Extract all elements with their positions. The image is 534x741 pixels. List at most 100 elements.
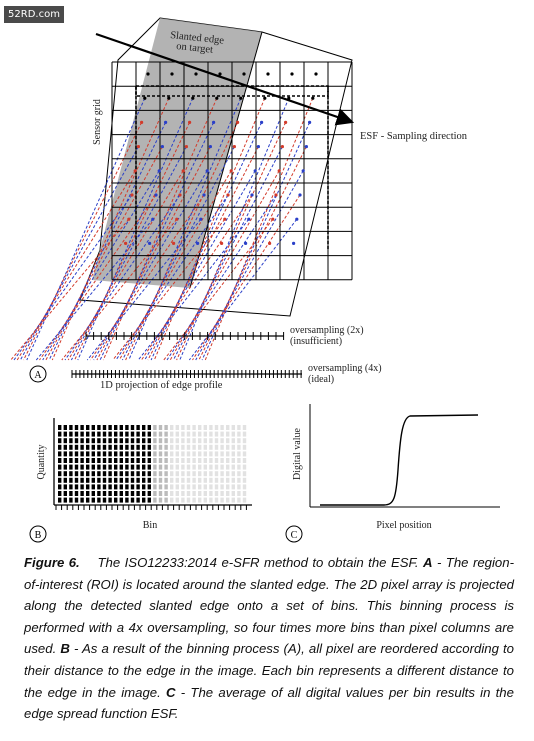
histogram-cell [175,458,179,463]
histogram-cell [226,425,230,430]
pixel-dot [133,169,137,173]
histogram-cell [226,477,230,483]
pixel-dot [208,145,212,149]
histogram-cell [125,497,129,503]
histogram-cell [226,491,230,496]
projection-line [39,194,157,361]
pixel-dot [181,169,185,173]
histogram-cell [209,451,213,457]
histogram-cell [91,444,95,450]
histogram-cell [181,477,185,483]
pixel-dot [178,193,182,197]
histogram-cell [125,438,129,444]
projection-line [125,122,239,361]
histogram-cell [181,497,185,503]
histogram-cell [209,431,213,437]
histogram-cell [58,451,62,457]
projection-line [19,146,139,361]
histogram-cell [186,491,191,496]
esf-direction-arrow [95,32,355,126]
histogram-cell [158,431,163,437]
histogram-cell [63,471,67,477]
histogram-cell [231,497,235,503]
histogram-cell [80,464,84,470]
histogram-cell [186,458,191,463]
pixel-dot [314,72,318,76]
histogram-cell [136,464,140,470]
histogram-cell [74,438,79,444]
histogram-cell [63,444,67,450]
histogram-cell [91,458,95,463]
pixel-dot [130,193,134,197]
histogram-cell [153,425,157,430]
panel-c: Digital value Pixel position C [285,404,500,543]
histogram-cell [63,425,67,430]
histogram-cell [220,477,224,483]
histogram-cell [237,451,241,457]
histogram-cell [58,425,62,430]
pixel-dot [242,72,246,76]
histogram-cell [170,464,174,470]
oversampling-4x-note: (ideal) [308,374,334,385]
pixel-dot [263,96,267,100]
histogram-cell [231,471,235,477]
bin-rulers [71,332,302,378]
histogram-cell [153,491,157,496]
histogram-cell [203,471,207,477]
histogram-cell [74,431,79,437]
pixel-dot [308,120,312,124]
histogram-cell [114,451,118,457]
histogram-cell [142,458,146,463]
pixel-dot [271,217,275,221]
histogram-cell [220,458,224,463]
histogram-cell [170,484,174,490]
histogram-cell [237,425,241,430]
histogram-cell [74,484,79,490]
histogram-cell [214,497,219,503]
histogram-cell [74,477,79,483]
histogram-cell [181,451,185,457]
histogram-cell [97,497,101,503]
histogram-cell [80,451,84,457]
histogram-cell [203,458,207,463]
histogram-cell [153,464,157,470]
histogram-cell [181,464,185,470]
histogram-cell [237,484,241,490]
histogram-cell [186,484,191,490]
histogram-cell [237,444,241,450]
histogram-cell [108,484,112,490]
histogram-cell [164,425,168,430]
histogram-cell [97,471,101,477]
esf-direction-label: ESF - Sampling direction [360,131,468,142]
histogram-cell [63,491,67,496]
pixel-dot [247,217,251,221]
pixel-dot [154,193,158,197]
histogram-cell [158,444,163,450]
histogram-cell [142,477,146,483]
histogram-cell [242,491,247,496]
histogram-cell [74,458,79,463]
projection-line [93,170,208,361]
histogram-cell [192,425,196,430]
histogram-cell [237,491,241,496]
histogram-cell [86,431,90,437]
pixel-dot [229,169,233,173]
pixel-dot [232,145,236,149]
histogram-cell [147,477,151,483]
histogram-cell [130,484,135,490]
histogram-cell [86,451,90,457]
histogram-cell [147,451,151,457]
histogram-cell [158,484,163,490]
histogram-cell [170,425,174,430]
histogram-cell [97,444,101,450]
pixel-dot [260,120,264,124]
histogram-cell [130,444,135,450]
histogram-cell [226,464,230,470]
projection-line [169,170,280,361]
pixel-dot [215,96,219,100]
histogram-cell [74,451,79,457]
histogram-cell [220,471,224,477]
histogram-cell [102,451,107,457]
pixel-dot [266,72,270,76]
histogram-cell [198,444,202,450]
